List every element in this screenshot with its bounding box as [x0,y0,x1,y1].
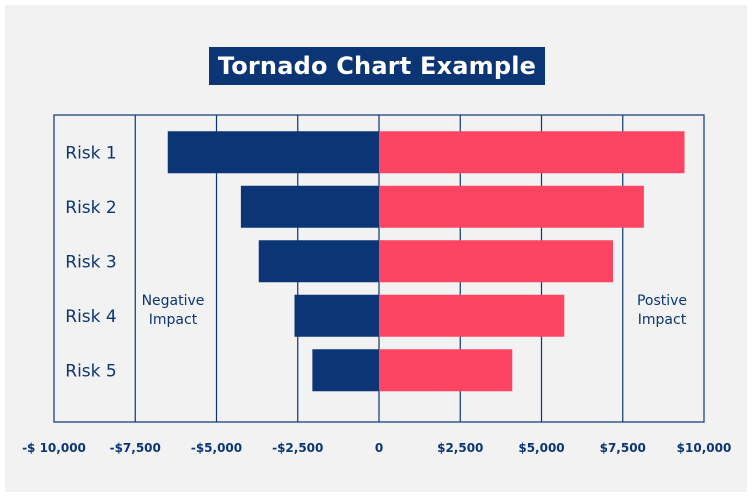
x-tick-label-1: -$7,500 [110,441,161,455]
bar-negative-4 [294,294,379,337]
x-tick-label-6: $5,000 [518,441,564,455]
negative-impact-label-line-2: Impact [149,312,198,328]
category-label-1: Risk 1 [65,143,116,163]
bar-positive-2 [379,185,644,228]
x-tick-label-3: -$2,500 [272,441,323,455]
category-label-4: Risk 4 [65,307,116,327]
bar-negative-3 [258,240,379,283]
bar-positive-3 [379,240,613,283]
x-tick-label-8: $10,000 [677,441,732,455]
positive-impact-label-line-1: Postive [637,293,687,309]
bar-negative-2 [240,185,379,228]
bar-negative-5 [312,349,379,392]
bar-positive-5 [379,349,513,392]
x-tick-label-0: -$ 10,000 [22,441,86,455]
x-tick-label-5: $2,500 [437,441,483,455]
negative-impact-label-line-1: Negative [142,293,205,309]
positive-impact-label-line-2: Impact [638,312,687,328]
x-tick-label-4: 0 [375,441,383,455]
bar-negative-1 [167,131,379,174]
x-tick-label-7: $7,500 [600,441,646,455]
bar-positive-1 [379,131,685,174]
x-tick-label-2: -$5,000 [191,441,242,455]
chart-title: Tornado Chart Example [209,47,545,85]
bar-positive-4 [379,294,565,337]
category-label-3: Risk 3 [65,252,116,272]
category-label-5: Risk 5 [65,361,116,381]
category-label-2: Risk 2 [65,198,116,218]
